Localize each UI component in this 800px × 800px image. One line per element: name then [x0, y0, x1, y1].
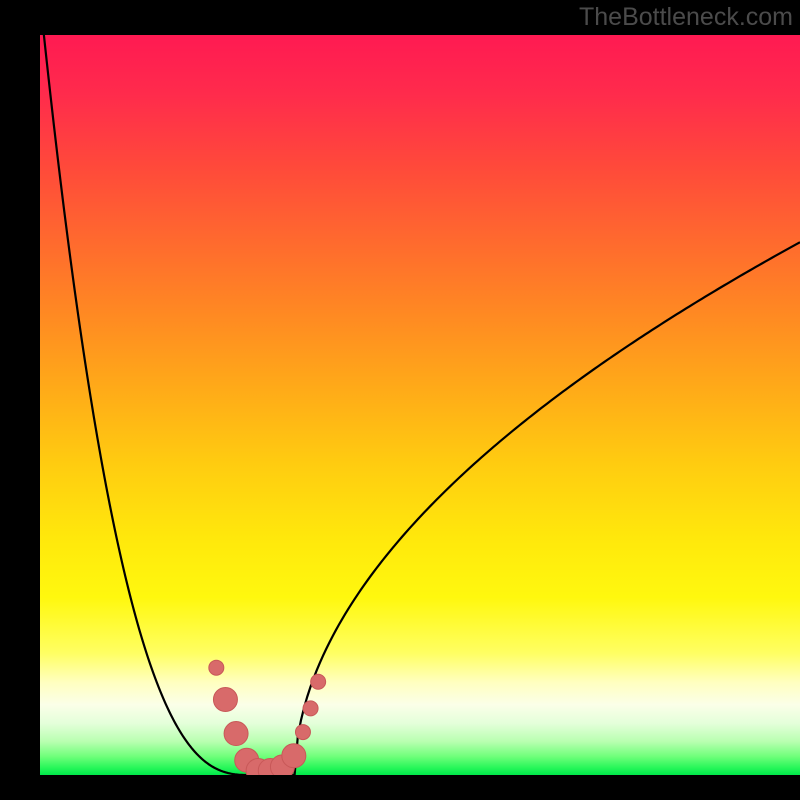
watermark-text: TheBottleneck.com [579, 3, 793, 32]
gradient-background [40, 35, 800, 775]
marker-dot [209, 660, 224, 675]
marker-dot [295, 725, 310, 740]
marker-dot [311, 674, 326, 689]
marker-dot [303, 701, 318, 716]
marker-dot [224, 722, 248, 746]
bottleneck-chart [0, 0, 800, 800]
marker-dot [282, 744, 306, 768]
marker-dot [213, 688, 237, 712]
